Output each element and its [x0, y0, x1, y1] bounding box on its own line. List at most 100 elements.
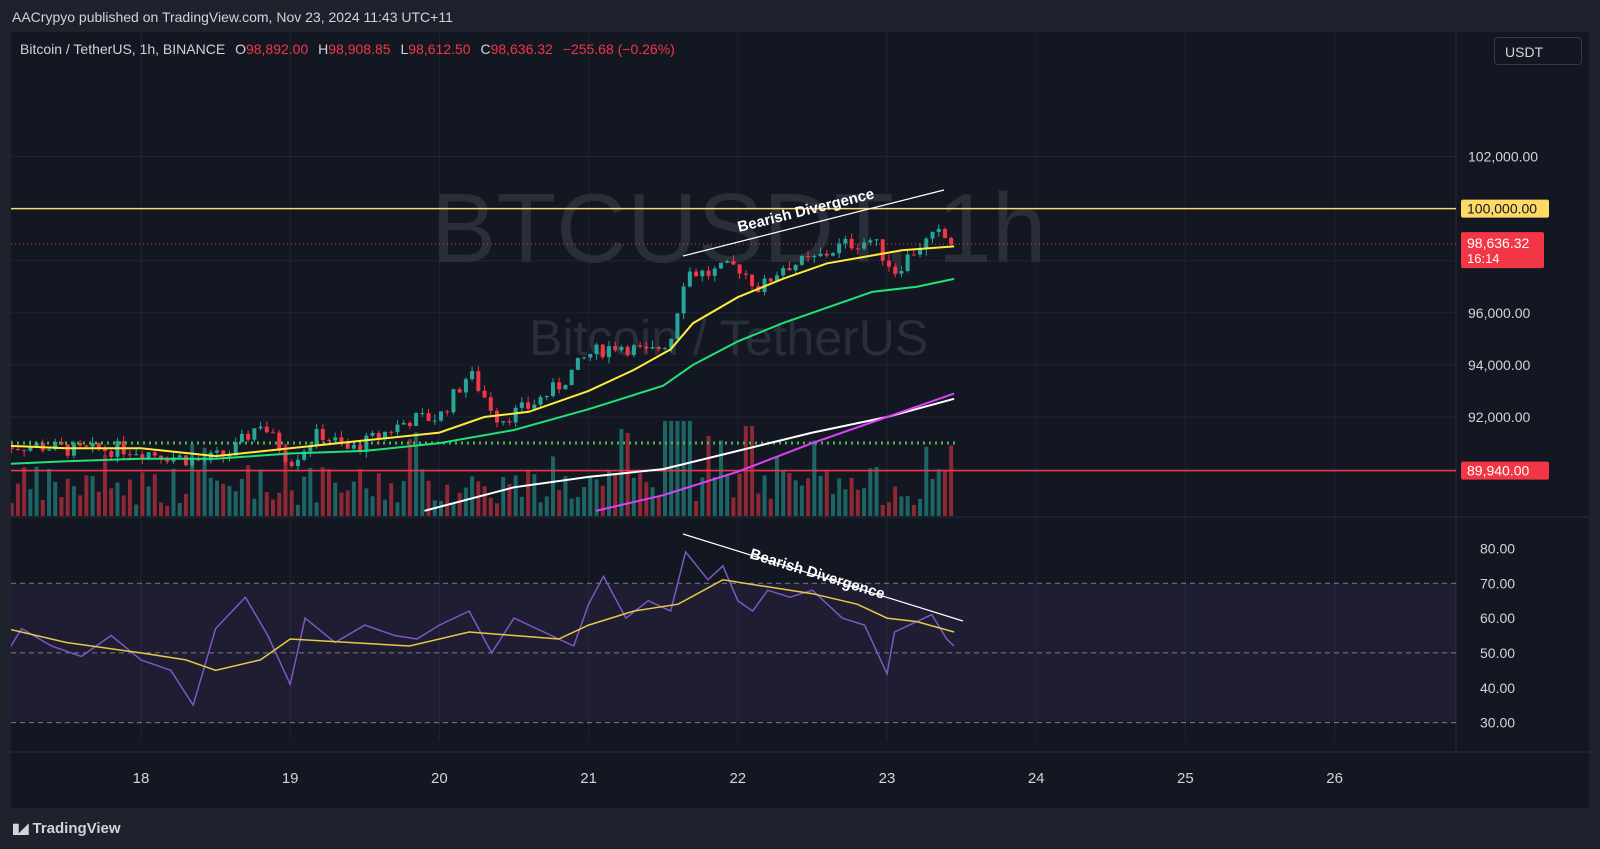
- volume-bar: [233, 491, 238, 516]
- candle-body: [582, 357, 587, 359]
- candle-body: [918, 249, 923, 255]
- candle-body: [830, 253, 835, 256]
- volume-bar: [712, 476, 717, 516]
- candle-body: [389, 431, 394, 433]
- change-value: −255.68 (−0.26%): [562, 41, 675, 57]
- volume-bar: [414, 432, 419, 516]
- volume-bar: [781, 471, 786, 516]
- resistance-badge-label: 100,000.00: [1467, 201, 1537, 217]
- ema-mid-line: [11, 277, 955, 465]
- candle-body: [930, 232, 935, 239]
- time-tick-label: 22: [729, 770, 746, 787]
- candle-body: [438, 411, 443, 421]
- volume-bar: [103, 455, 108, 516]
- candle-body: [11, 445, 14, 450]
- volume-bar: [314, 502, 319, 516]
- candle-body: [893, 266, 898, 274]
- volume-bar: [793, 480, 798, 516]
- volume-bar: [339, 492, 344, 516]
- candle-body: [358, 444, 363, 452]
- rsi-tick-label: 60.00: [1480, 610, 1515, 626]
- volume-bar: [918, 498, 923, 516]
- watermark-name: Bitcoin / TetherUS: [529, 310, 928, 366]
- tradingview-logo[interactable]: ▮◢ TradingView: [12, 820, 121, 837]
- candle-body: [134, 454, 139, 456]
- close-value: 98,636.32: [490, 41, 553, 57]
- volume-bar: [538, 502, 543, 516]
- candle-body: [482, 390, 487, 398]
- volume-bar: [115, 482, 120, 516]
- candle-body: [569, 369, 574, 386]
- volume-bar: [588, 477, 593, 516]
- volume-bar: [513, 475, 518, 516]
- volume-bar: [376, 473, 381, 516]
- volume-bar: [177, 502, 182, 516]
- volume-bar: [482, 486, 487, 516]
- volume-bar: [650, 487, 655, 516]
- volume-bar: [706, 435, 711, 516]
- volume-bar: [656, 495, 661, 516]
- volume-bar: [370, 496, 375, 516]
- candle-body: [818, 253, 823, 257]
- candle-body: [96, 442, 101, 449]
- volume-bar: [451, 502, 456, 516]
- volume-bar: [327, 469, 332, 516]
- chart-frame[interactable]: BTCUSDT, 1h Bitcoin / TetherUS Bearish Div…: [11, 32, 1589, 808]
- volume-bar: [550, 456, 555, 516]
- candle-body: [47, 449, 52, 451]
- low-label: L: [400, 41, 409, 57]
- open-label: O: [235, 41, 246, 57]
- candle-body: [351, 444, 356, 449]
- candle-body: [103, 448, 108, 452]
- ema-fast-line: [11, 245, 955, 458]
- price-divergence-line: [682, 189, 945, 257]
- volume-bar: [544, 496, 549, 516]
- candle-body: [806, 255, 811, 257]
- candle-body: [34, 442, 39, 447]
- candle-body: [563, 385, 568, 390]
- volume-bar: [606, 470, 611, 516]
- candle-body: [588, 353, 593, 358]
- volume-bar: [258, 469, 263, 516]
- volume-bar: [221, 483, 226, 516]
- candle-body: [264, 426, 269, 433]
- candle-body: [277, 432, 282, 451]
- volume-bar: [824, 471, 829, 516]
- volume-bar: [582, 487, 587, 516]
- candle-body: [837, 243, 842, 254]
- volume-bar: [675, 421, 680, 516]
- tradingview-logo-icon: ▮◢: [12, 820, 29, 836]
- currency-button[interactable]: USDT: [1494, 37, 1582, 65]
- volume-bar: [799, 485, 804, 516]
- volume-bar: [849, 477, 854, 516]
- volume-bar: [631, 477, 636, 516]
- volume-bar: [855, 489, 860, 516]
- volume-bar: [65, 478, 70, 516]
- candle-body: [843, 238, 848, 244]
- candle-body: [538, 397, 543, 405]
- volume-bar: [762, 475, 767, 516]
- candle-body: [656, 347, 661, 350]
- candle-body: [519, 402, 524, 408]
- volume-bar: [190, 444, 195, 516]
- candle-body: [880, 239, 885, 261]
- volume-bar: [264, 492, 269, 516]
- candle-body: [289, 461, 294, 467]
- candle-body: [258, 426, 263, 429]
- volume-bar: [681, 421, 686, 516]
- volume-bar: [694, 501, 699, 516]
- candle-body: [470, 371, 475, 380]
- time-tick-label: 26: [1326, 770, 1343, 787]
- symbol-name[interactable]: Bitcoin / TetherUS, 1h, BINANCE: [20, 41, 226, 57]
- volume-bar: [84, 475, 89, 516]
- volume-bar: [277, 492, 282, 516]
- volume-bar: [501, 477, 506, 516]
- candle-body: [905, 254, 910, 271]
- volume-bar: [146, 486, 151, 516]
- rsi-tick-label: 50.00: [1480, 645, 1515, 661]
- volume-bar: [202, 447, 207, 516]
- volume-bar: [121, 495, 126, 516]
- candle-body: [911, 254, 916, 256]
- candle-body: [295, 459, 300, 467]
